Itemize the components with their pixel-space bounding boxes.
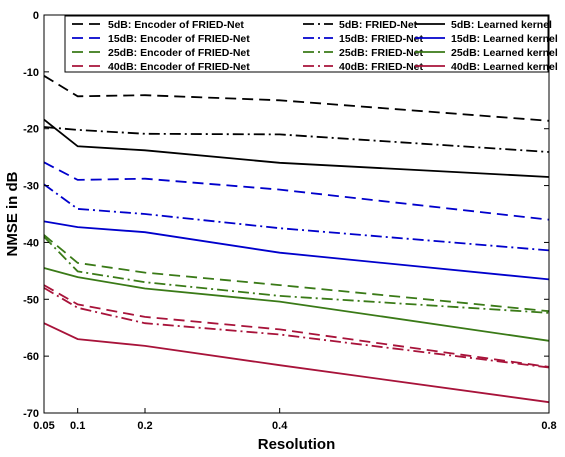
legend-entry-label: 15dB: Learned kernel — [451, 33, 558, 45]
y-axis-label: NMSE in dB — [4, 171, 21, 256]
y-tick-label: -10 — [23, 67, 39, 79]
plot-area-frame — [43, 14, 550, 414]
series-line-2 — [43, 161, 550, 221]
y-tick-label: -20 — [23, 124, 39, 136]
y-tick-label: -50 — [23, 294, 39, 306]
series-line-10 — [43, 220, 550, 281]
series-layer — [43, 75, 550, 404]
y-tick-label: -40 — [23, 237, 39, 249]
legend-entry-label: 25dB: Encoder of FRIED-Net — [108, 47, 250, 59]
series-line-8 — [43, 287, 550, 369]
legend-box — [64, 15, 549, 73]
series-line-11 — [43, 267, 550, 342]
x-axis-label: Resolution — [258, 436, 336, 453]
legend-entry-label: 25dB: Learned kernel — [451, 47, 558, 59]
x-tick-label: 0.1 — [70, 420, 85, 432]
x-tick-label: 0.2 — [137, 420, 152, 432]
series-line-6 — [43, 183, 550, 252]
x-tick-label: 0.4 — [272, 420, 288, 432]
series-line-12 — [43, 322, 550, 404]
series-line-3 — [43, 234, 550, 313]
legend-entry-label: 15dB: Encoder of FRIED-Net — [108, 33, 250, 45]
y-tick-label: -60 — [23, 351, 39, 363]
series-line-5 — [43, 126, 550, 153]
legend-entry-label: 40dB: Encoder of FRIED-Net — [108, 61, 250, 73]
y-tick-label: -30 — [23, 181, 39, 193]
y-tick-label: -70 — [23, 408, 39, 420]
legend-entry-label: 25dB: FRIED-Net — [339, 47, 424, 59]
ticks-layer: 0.05 0.1 0.2 0.4 0.8 0 -10 -20 -30 -40 -50 -60 -70 — [23, 10, 557, 432]
series-line-7 — [43, 236, 550, 314]
legend-entry-label: 5dB: Encoder of FRIED-Net — [108, 19, 244, 31]
legend-entry-label: 5dB: FRIED-Net — [339, 19, 418, 31]
series-line-1 — [43, 75, 550, 122]
x-tick-label: 0.05 — [33, 420, 54, 432]
legend: 5dB: Encoder of FRIED-Net 15dB: Encoder o… — [64, 15, 558, 73]
series-line-9 — [43, 118, 550, 178]
legend-entry-label: 40dB: Learned kernel — [451, 61, 558, 73]
legend-entry-label: 5dB: Learned kernel — [451, 19, 552, 31]
legend-entry-label: 40dB: FRIED-Net — [339, 61, 424, 73]
series-line-4 — [43, 284, 550, 368]
legend-entry-label: 15dB: FRIED-Net — [339, 33, 424, 45]
y-tick-label: 0 — [33, 10, 39, 22]
x-tick-label: 0.8 — [541, 420, 556, 432]
